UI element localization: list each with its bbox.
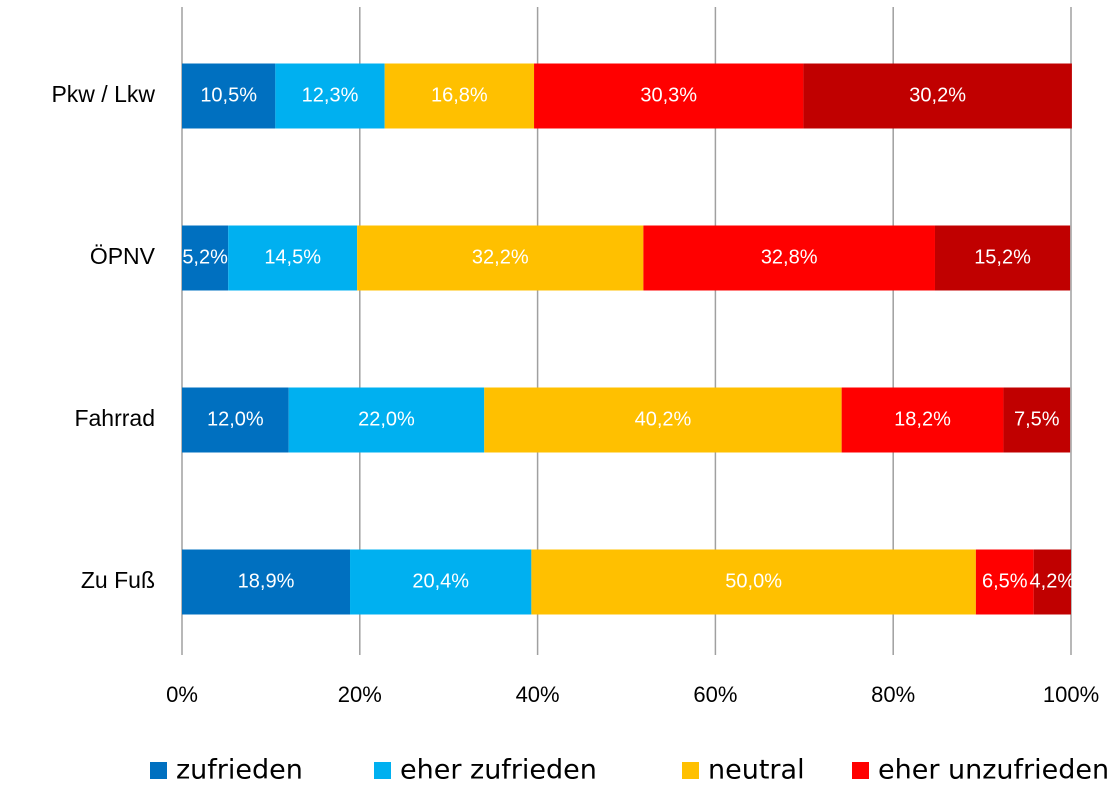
- value-label: 32,2%: [472, 246, 529, 268]
- value-label: 50,0%: [725, 570, 782, 592]
- x-tick-label: 0%: [166, 682, 198, 707]
- y-tick-label: Pkw / Lkw: [51, 81, 155, 107]
- bar-segment: [534, 63, 804, 129]
- bar-segment: [484, 387, 842, 453]
- y-tick-label: ÖPNV: [90, 243, 156, 269]
- bar-segment: [182, 225, 229, 291]
- value-label: 14,5%: [264, 246, 321, 268]
- value-label: 18,2%: [894, 408, 951, 430]
- bar-segment: [975, 549, 1034, 615]
- x-tick-label: 40%: [516, 682, 560, 707]
- y-tick-label: Zu Fuß: [81, 567, 155, 593]
- value-label: 16,8%: [431, 84, 488, 106]
- bar-segment: [841, 387, 1004, 453]
- legend-swatch: [150, 762, 167, 779]
- value-label: 22,0%: [358, 408, 415, 430]
- value-label: 18,9%: [238, 570, 295, 592]
- y-tick-label: Fahrrad: [74, 405, 155, 431]
- value-label: 12,3%: [302, 84, 359, 106]
- bar-segment: [182, 387, 289, 453]
- bar-segment: [1003, 387, 1071, 453]
- value-label: 7,5%: [1014, 408, 1060, 430]
- value-label: 5,2%: [182, 246, 228, 268]
- value-label: 10,5%: [200, 84, 257, 106]
- value-label: 15,2%: [974, 246, 1031, 268]
- value-label: 20,4%: [412, 570, 469, 592]
- bar-segment: [803, 63, 1072, 129]
- legend-label: zufrieden: [176, 755, 303, 786]
- bar-segment: [228, 225, 358, 291]
- bar-segment: [1033, 549, 1071, 615]
- x-tick-label: 100%: [1043, 682, 1099, 707]
- legend-label: neutral: [708, 755, 805, 786]
- legend-swatch: [852, 762, 869, 779]
- x-tick-label: 80%: [871, 682, 915, 707]
- bar-segment: [182, 549, 351, 615]
- bar-segment: [531, 549, 976, 615]
- bar-segment: [288, 387, 485, 453]
- value-label: 4,2%: [1030, 570, 1076, 592]
- legend-label: eher unzufrieden: [878, 755, 1109, 786]
- x-tick-label: 60%: [693, 682, 737, 707]
- bar-segment: [384, 63, 535, 129]
- bar-segment: [350, 549, 532, 615]
- value-label: 40,2%: [635, 408, 692, 430]
- bar-segment: [643, 225, 935, 291]
- value-label: 32,8%: [761, 246, 818, 268]
- value-label: 6,5%: [982, 570, 1028, 592]
- bar-segment: [182, 63, 276, 129]
- value-label: 12,0%: [207, 408, 264, 430]
- bar-segment: [275, 63, 385, 129]
- legend-label: eher zufrieden: [400, 755, 597, 786]
- x-tick-label: 20%: [338, 682, 382, 707]
- bar-segment: [357, 225, 644, 291]
- legend-swatch: [682, 762, 699, 779]
- legend-swatch: [374, 762, 391, 779]
- value-label: 30,2%: [909, 84, 966, 106]
- bar-segment: [934, 225, 1071, 291]
- value-label: 30,3%: [640, 84, 697, 106]
